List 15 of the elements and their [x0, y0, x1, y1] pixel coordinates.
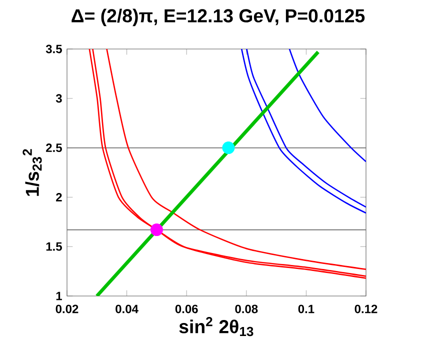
x-tick-label: 0.1: [298, 304, 314, 314]
y-tick-label: 3: [56, 94, 62, 103]
x-tick-label: 0.06: [175, 304, 198, 314]
chart-title: Δ= (2/8)π, E=12.13 GeV, P=0.0125: [72, 8, 365, 26]
y-tick-label: 1.5: [46, 242, 62, 251]
y-tick-label: 3.5: [46, 44, 62, 54]
x-tick-label: 0.02: [56, 304, 78, 314]
y-tick-label: 2: [56, 192, 62, 202]
x-tick-label: 0.04: [116, 304, 138, 314]
y-tick-label: 1: [56, 292, 62, 300]
x-tick-label: 0.08: [235, 304, 258, 314]
y-axis-title: 1/s$_{23}$2: [22, 149, 42, 196]
x-tick-label: 0.12: [354, 304, 378, 314]
y-tick-label: 2.5: [46, 144, 62, 152]
x-axis-title: sin$^{2}$ 2θ$_{13}$: [179, 317, 254, 336]
